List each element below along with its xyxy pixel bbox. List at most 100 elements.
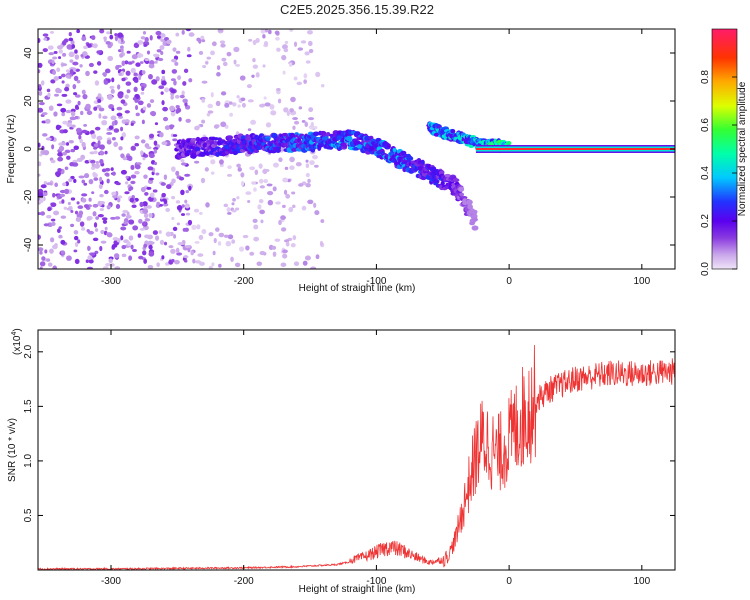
- noise-point: [39, 250, 43, 255]
- noise-point: [56, 103, 63, 107]
- noise-point: [130, 180, 136, 185]
- noise-point: [110, 88, 115, 94]
- noise-point: [95, 160, 100, 164]
- noise-point: [170, 95, 174, 100]
- noise-point: [73, 235, 79, 241]
- carrier-line: [475, 148, 675, 150]
- noise-point: [68, 31, 72, 37]
- noise-point: [304, 121, 309, 128]
- noise-point: [104, 68, 111, 74]
- noise-point: [135, 105, 139, 111]
- noise-point: [99, 159, 104, 165]
- noise-point: [83, 45, 88, 50]
- noise-point: [65, 99, 72, 104]
- noise-point: [106, 31, 111, 35]
- noise-point: [194, 160, 200, 164]
- noise-point: [61, 93, 68, 97]
- noise-point: [143, 174, 148, 179]
- noise-point: [298, 183, 304, 187]
- noise-point: [260, 219, 264, 224]
- noise-point: [307, 199, 314, 205]
- noise-point: [239, 75, 246, 81]
- noise-point: [117, 39, 122, 44]
- noise-point: [174, 94, 180, 99]
- noise-point: [133, 86, 138, 92]
- noise-point: [130, 174, 137, 179]
- noise-point: [39, 266, 43, 269]
- noise-point: [40, 80, 45, 86]
- noise-point: [120, 47, 124, 53]
- noise-point: [148, 251, 155, 257]
- noise-point: [210, 50, 215, 56]
- x-tick-label: 100: [633, 576, 650, 587]
- noise-point: [85, 103, 91, 110]
- noise-point: [240, 97, 246, 102]
- y-tick-label: -40: [23, 237, 34, 252]
- noise-point: [81, 141, 86, 148]
- noise-point: [112, 237, 119, 241]
- noise-point: [103, 36, 107, 43]
- noise-point: [86, 228, 90, 233]
- noise-point: [153, 140, 158, 146]
- y-tick-label: 0.5: [23, 508, 34, 522]
- noise-point: [157, 57, 164, 62]
- noise-point: [69, 59, 74, 63]
- noise-point: [70, 111, 76, 117]
- noise-point: [283, 107, 289, 113]
- noise-point: [44, 249, 48, 254]
- noise-point: [248, 38, 253, 42]
- noise-point: [42, 192, 48, 197]
- noise-point: [86, 216, 91, 221]
- noise-point: [314, 210, 320, 216]
- noise-point: [177, 75, 182, 81]
- noise-point: [138, 218, 143, 224]
- noise-point: [141, 119, 145, 125]
- noise-point: [97, 98, 102, 103]
- noise-point: [236, 196, 240, 200]
- noise-point: [166, 184, 172, 190]
- noise-point: [151, 171, 155, 176]
- noise-point: [282, 204, 286, 209]
- noise-point: [62, 129, 68, 134]
- spectrogram-y-label: Frequency (Hz): [6, 115, 17, 184]
- noise-point: [38, 69, 41, 74]
- noise-point: [292, 204, 296, 208]
- noise-point: [47, 45, 54, 50]
- noise-point: [139, 227, 146, 231]
- noise-point: [201, 228, 207, 235]
- noise-point: [282, 70, 286, 75]
- noise-point: [170, 166, 176, 172]
- noise-point: [57, 168, 62, 172]
- noise-point: [105, 262, 112, 267]
- noise-point: [110, 167, 114, 171]
- noise-point: [144, 58, 150, 62]
- spectrogram-x-label: Height of straight line (km): [299, 283, 416, 294]
- noise-point: [43, 223, 50, 227]
- noise-point: [66, 44, 73, 50]
- noise-point: [140, 186, 146, 193]
- noise-point: [302, 260, 308, 266]
- noise-point: [81, 193, 88, 197]
- noise-point: [43, 37, 48, 41]
- snr-plot-area: [38, 330, 675, 570]
- noise-point: [282, 249, 288, 254]
- noise-point: [60, 193, 66, 198]
- noise-point: [52, 70, 57, 76]
- noise-point: [121, 253, 127, 258]
- noise-point: [116, 106, 123, 111]
- noise-point: [88, 62, 94, 68]
- noise-point: [164, 241, 168, 246]
- noise-point: [200, 177, 206, 184]
- noise-point: [56, 228, 61, 234]
- noise-point: [121, 245, 127, 250]
- noise-point: [143, 44, 148, 47]
- noise-point: [40, 211, 46, 216]
- noise-point: [52, 265, 58, 269]
- noise-point: [92, 211, 97, 217]
- noise-point: [263, 96, 267, 100]
- colorbar-gradient: [712, 29, 737, 269]
- noise-point: [48, 105, 54, 111]
- noise-point: [184, 199, 188, 204]
- noise-point: [60, 73, 66, 78]
